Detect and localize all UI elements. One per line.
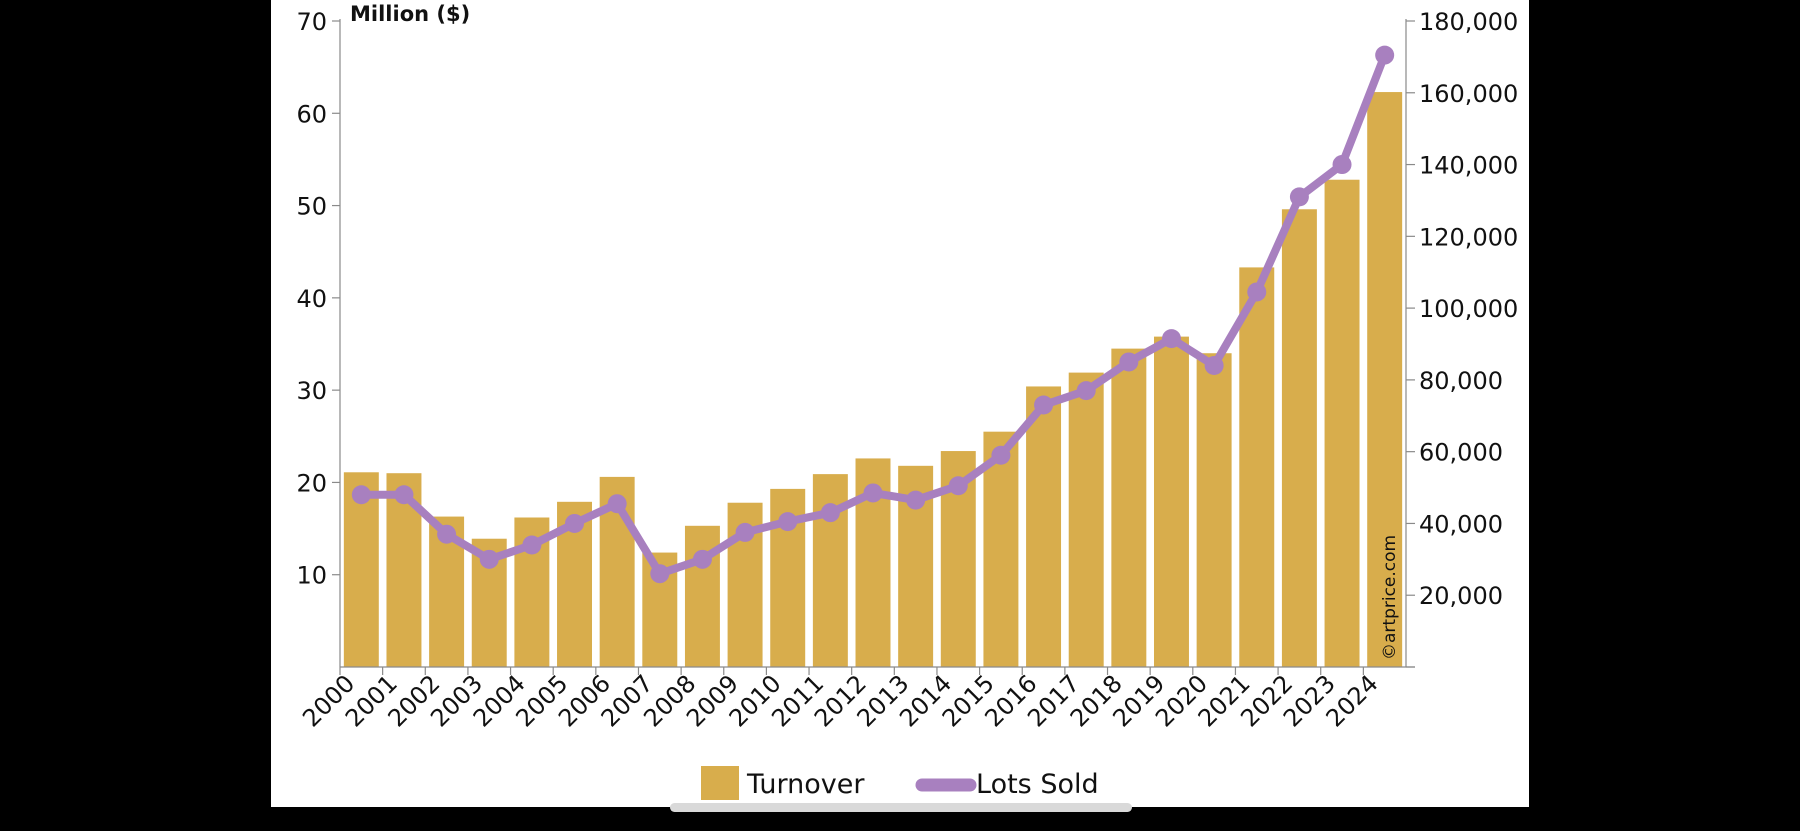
y-right-tick-label-120000: 120,000 [1419, 223, 1518, 251]
y-left-tick-label-40: 40 [296, 285, 327, 313]
turnover-bars [343, 92, 1403, 667]
lots-sold-point-2002 [437, 524, 457, 544]
lots-sold-point-2024 [1375, 45, 1395, 65]
lots-sold-point-2017 [1076, 381, 1096, 401]
turnover-bar-2000 [343, 472, 379, 667]
y-right-tick-label-140000: 140,000 [1419, 152, 1518, 180]
lots-sold-point-2013 [906, 490, 926, 510]
turnover-bar-2018 [1111, 348, 1147, 667]
y-right-tick-label-20000: 20,000 [1419, 582, 1503, 610]
lots-sold-point-2015 [991, 445, 1011, 465]
legend-label-turnover: Turnover [746, 769, 865, 800]
lots-sold-point-2003 [479, 549, 499, 569]
chart-legend: Turnover Lots Sold [701, 766, 1099, 800]
lots-sold-point-2001 [394, 485, 414, 505]
legend-swatch-turnover [701, 766, 739, 800]
lots-sold-point-2010 [778, 512, 798, 532]
lots-sold-point-2009 [735, 522, 755, 542]
y-right-tick-label-100000: 100,000 [1419, 295, 1518, 323]
lots-sold-point-2014 [948, 476, 968, 496]
lots-sold-point-2019 [1161, 329, 1181, 349]
turnover-bar-2016 [1026, 386, 1062, 667]
y-right-tick-label-180000: 180,000 [1419, 8, 1518, 36]
turnover-bar-2020 [1196, 353, 1232, 667]
y-right-tick-label-40000: 40,000 [1419, 510, 1503, 538]
watermark-text: ©artprice.com [1380, 535, 1400, 660]
lots-sold-point-2012 [863, 483, 883, 503]
lots-sold-point-2005 [565, 513, 585, 533]
turnover-bar-2015 [983, 431, 1019, 667]
lots-sold-point-2022 [1289, 187, 1309, 207]
lots-sold-point-2021 [1247, 282, 1267, 302]
lots-sold-point-2008 [692, 549, 712, 569]
lots-sold-point-2004 [522, 535, 542, 555]
turnover-bar-2019 [1153, 336, 1189, 667]
legend-label-lots-sold: Lots Sold [976, 769, 1099, 800]
lots-sold-point-2020 [1204, 356, 1224, 376]
y-right-tick-label-80000: 80,000 [1419, 367, 1503, 395]
y-left-tick-label-20: 20 [296, 469, 327, 497]
y-left-tick-label-50: 50 [296, 193, 327, 221]
combo-chart: 10 20 30 40 50 60 70 20,000 40,000 60,000 80,000 10… [296, 2, 1518, 800]
lots-sold-point-2016 [1034, 395, 1054, 415]
y-right-tick-label-160000: 160,000 [1419, 80, 1518, 108]
lots-sold-series [351, 45, 1395, 584]
turnover-bar-2022 [1281, 209, 1317, 667]
lots-sold-point-2006 [607, 494, 627, 514]
y-left-tick-label-70: 70 [296, 8, 327, 36]
chart-panel: 10 20 30 40 50 60 70 20,000 40,000 60,000 80,000 10… [271, 0, 1529, 807]
lots-sold-point-2011 [820, 503, 840, 523]
y-axis-left-unit-label: Million ($) [350, 2, 470, 26]
y-right-tick-label-60000: 60,000 [1419, 439, 1503, 467]
turnover-bar-2023 [1324, 179, 1360, 667]
turnover-bar-2024 [1367, 92, 1403, 667]
lots-sold-point-2023 [1332, 155, 1352, 175]
y-left-tick-label-10: 10 [296, 562, 327, 590]
turnover-bar-2017 [1068, 372, 1104, 667]
lots-sold-point-2018 [1119, 352, 1139, 372]
turnover-bar-2021 [1239, 267, 1275, 667]
y-left-tick-label-60: 60 [296, 100, 327, 128]
home-indicator-bar[interactable] [670, 803, 1132, 812]
lots-sold-point-2007 [650, 564, 670, 584]
y-left-tick-label-30: 30 [296, 377, 327, 405]
lots-sold-point-2000 [351, 485, 371, 505]
